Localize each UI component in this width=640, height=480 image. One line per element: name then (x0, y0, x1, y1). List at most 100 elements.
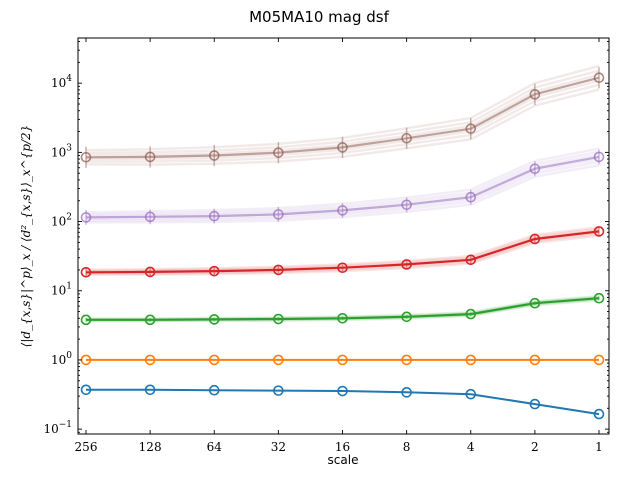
data-point (529, 233, 541, 245)
y-tick-label: 103 (51, 143, 72, 159)
series-line (85, 76, 600, 159)
series-band-line (85, 147, 600, 214)
y-tick-label: 100 (51, 351, 72, 367)
series-band-line (85, 88, 600, 166)
data-point (401, 354, 412, 366)
y-tick-label: 104 (51, 74, 72, 90)
x-tick-label: 2 (531, 440, 539, 454)
data-point (208, 265, 220, 277)
x-axis-label: scale (328, 453, 359, 467)
series-band-line (85, 294, 600, 320)
data-point (529, 354, 541, 366)
data-point (529, 297, 541, 309)
data-point (401, 132, 412, 144)
y-axis: 10−1 100 101 102 103 104 (43, 41, 609, 436)
x-tick-label: 1 (595, 440, 603, 454)
series-band-line (85, 157, 600, 220)
data-point (529, 163, 541, 175)
data-point (465, 354, 477, 366)
plot-frame (77, 37, 610, 435)
series-5 (80, 147, 605, 225)
data-point (144, 266, 156, 278)
data-point (529, 89, 541, 100)
series-band-line (85, 73, 600, 157)
data-point (273, 209, 284, 220)
data-point (208, 354, 220, 366)
x-tick-label: 8 (403, 440, 411, 454)
data-point (80, 212, 92, 223)
series-band-line (85, 299, 600, 323)
x-tick-label: 4 (467, 440, 475, 454)
data-point (337, 262, 348, 274)
data-point (337, 354, 348, 366)
data-point (208, 150, 220, 161)
series-3 (80, 292, 605, 326)
x-tick-label: 16 (335, 440, 350, 454)
data-point (401, 387, 412, 398)
data-point (80, 266, 92, 278)
data-point (337, 385, 348, 397)
data-point (208, 210, 220, 222)
data-point (80, 314, 92, 326)
data-point (401, 311, 412, 323)
y-tick-label: 102 (51, 213, 72, 229)
data-point (593, 408, 605, 420)
data-point (401, 259, 412, 270)
data-point (593, 292, 605, 304)
y-axis-label: ⟨|d_{x,s}|^p⟩_x / ⟨d²_{x,s}⟩_x^{p/2} (19, 125, 33, 348)
data-point (144, 384, 156, 396)
data-point (593, 226, 605, 237)
series-band-line (85, 227, 600, 273)
data-point (401, 199, 412, 211)
series-line (85, 155, 600, 219)
x-tick-label: 128 (139, 440, 162, 454)
data-point (144, 211, 156, 223)
series-6 (80, 64, 605, 168)
series-2 (80, 354, 605, 366)
data-point (273, 354, 284, 366)
data-point (465, 191, 477, 203)
data-point (465, 308, 477, 320)
data-point (273, 313, 284, 325)
data-point (273, 147, 284, 158)
series-band-line (85, 163, 600, 224)
data-point (465, 388, 477, 400)
series-line (86, 388, 600, 416)
series-band-line (85, 232, 600, 276)
series-band-line (85, 153, 600, 218)
series-layer (80, 64, 605, 420)
data-point (529, 398, 541, 410)
series-band-line (85, 226, 600, 272)
data-point (337, 205, 348, 216)
series-band-line (85, 69, 600, 155)
series-1 (80, 384, 605, 420)
x-tick-label: 256 (75, 440, 98, 454)
data-point (273, 385, 284, 396)
data-point (337, 142, 348, 153)
series-band-line (85, 64, 600, 152)
data-point (273, 264, 284, 276)
data-point (144, 314, 156, 326)
chart-title: M05MA10 mag dsf (249, 8, 390, 26)
data-point (208, 384, 220, 396)
data-point (593, 151, 605, 163)
data-point (208, 314, 220, 325)
y-tick-label: 10−1 (43, 420, 72, 436)
series-band-line (85, 79, 600, 161)
data-point (465, 123, 477, 134)
series-band-line (85, 234, 600, 277)
series-4 (80, 226, 605, 278)
series-line (86, 297, 600, 321)
data-point (144, 151, 156, 163)
data-point (337, 312, 348, 324)
x-axis: 256 128 64 32 16 8 4 2 1 (75, 38, 603, 454)
x-tick-label: 32 (271, 440, 286, 454)
y-tick-label: 101 (51, 282, 72, 298)
data-point (80, 151, 92, 163)
series-line (85, 230, 600, 274)
data-point (465, 254, 477, 266)
data-point (593, 354, 605, 366)
series-band-line (86, 83, 600, 163)
x-tick-label: 64 (207, 440, 223, 454)
